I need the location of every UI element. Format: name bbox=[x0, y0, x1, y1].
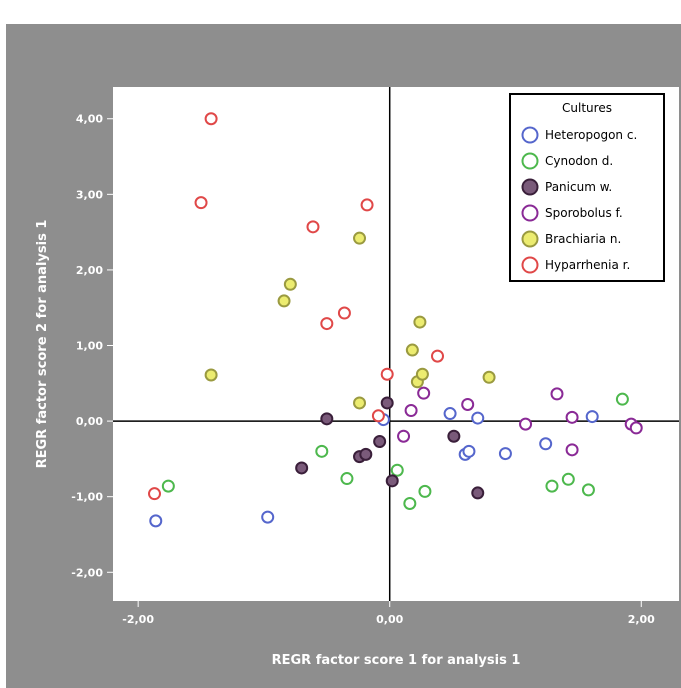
point-cynodon-d bbox=[340, 472, 354, 486]
point-hyparrhenia-r bbox=[380, 367, 394, 381]
point-panicum-w bbox=[373, 435, 387, 449]
point-brachiaria-n bbox=[353, 396, 367, 410]
legend-items: Heteropogon c. Cynodon d. Panicum w. Sporob… bbox=[521, 126, 637, 274]
axis-lines bbox=[113, 87, 679, 601]
point-panicum-w bbox=[320, 412, 334, 426]
point-heteropogon-c bbox=[498, 447, 512, 461]
point-panicum-w bbox=[385, 474, 399, 488]
point-panicum-w bbox=[295, 461, 309, 475]
y-axis-title: REGR factor score 2 for analysis 1 bbox=[35, 220, 50, 469]
y-tick-label: -1,00 bbox=[71, 491, 103, 504]
legend-marker-hyparrhenia-r bbox=[521, 256, 539, 274]
point-cynodon-d bbox=[315, 444, 329, 458]
point-heteropogon-c bbox=[585, 410, 599, 424]
point-heteropogon-c bbox=[261, 510, 275, 524]
legend-title: Cultures bbox=[562, 101, 612, 115]
point-cynodon-d bbox=[561, 472, 575, 486]
point-hyparrhenia-r bbox=[371, 409, 385, 423]
legend-marker-panicum-w bbox=[521, 178, 539, 196]
legend-marker-heteropogon-c bbox=[521, 126, 539, 144]
y-tick-label: 2,00 bbox=[76, 264, 103, 277]
y-tick-label: 1,00 bbox=[76, 340, 103, 353]
point-brachiaria-n bbox=[204, 368, 218, 382]
point-panicum-w bbox=[447, 429, 461, 443]
legend-label-sporobolus-f: Sporobolus f. bbox=[545, 206, 623, 220]
legend-marker-brachiaria-n bbox=[521, 230, 539, 248]
point-sporobolus-f bbox=[629, 421, 643, 435]
y-axis-ticks: 4,00 3,00 2,00 1,00 0,00 -1,00 -2,00 bbox=[71, 113, 113, 579]
point-sporobolus-f bbox=[404, 404, 418, 418]
point-hyparrhenia-r bbox=[431, 349, 445, 363]
point-cynodon-d bbox=[390, 463, 404, 477]
x-tick-label: -2,00 bbox=[122, 613, 154, 626]
x-axis-ticks: -2,00 0,00 2,00 bbox=[122, 601, 655, 626]
point-sporobolus-f bbox=[550, 387, 564, 401]
point-brachiaria-n bbox=[283, 277, 297, 291]
point-panicum-w bbox=[380, 396, 394, 410]
y-tick-label: -2,00 bbox=[71, 566, 103, 579]
y-tick-label: 3,00 bbox=[76, 188, 103, 201]
point-heteropogon-c bbox=[539, 437, 553, 451]
point-brachiaria-n bbox=[277, 294, 291, 308]
point-heteropogon-c bbox=[443, 407, 457, 421]
legend-label-cynodon-d: Cynodon d. bbox=[545, 154, 613, 168]
point-hyparrhenia-r bbox=[194, 196, 208, 210]
point-sporobolus-f bbox=[461, 397, 475, 411]
point-brachiaria-n bbox=[353, 231, 367, 245]
point-cynodon-d bbox=[418, 484, 432, 498]
point-sporobolus-f bbox=[397, 429, 411, 443]
point-sporobolus-f bbox=[565, 410, 579, 424]
point-sporobolus-f bbox=[565, 443, 579, 457]
x-axis-title: REGR factor score 1 for analysis 1 bbox=[272, 653, 521, 668]
point-cynodon-d bbox=[403, 496, 417, 510]
legend-label-brachiaria-n: Brachiaria n. bbox=[545, 232, 621, 246]
legend-marker-cynodon-d bbox=[521, 152, 539, 170]
point-panicum-w bbox=[471, 486, 485, 500]
point-hyparrhenia-r bbox=[306, 220, 320, 234]
point-hyparrhenia-r bbox=[320, 317, 334, 331]
legend-label-hyparrhenia-r: Hyparrhenia r. bbox=[545, 258, 630, 272]
legend-marker-sporobolus-f bbox=[521, 204, 539, 222]
point-hyparrhenia-r bbox=[204, 112, 218, 126]
point-cynodon-d bbox=[581, 483, 595, 497]
point-panicum-w bbox=[359, 447, 373, 461]
point-cynodon-d bbox=[161, 479, 175, 493]
point-brachiaria-n bbox=[405, 343, 419, 357]
point-brachiaria-n bbox=[482, 370, 496, 384]
point-sporobolus-f bbox=[519, 417, 533, 431]
point-hyparrhenia-r bbox=[148, 487, 162, 501]
y-tick-label: 0,00 bbox=[76, 415, 103, 428]
point-hyparrhenia-r bbox=[337, 306, 351, 320]
y-tick-label: 4,00 bbox=[76, 113, 103, 126]
legend: Cultures Heteropogon c. Cynodon d. Panicum… bbox=[509, 93, 665, 282]
point-cynodon-d bbox=[615, 392, 629, 406]
point-heteropogon-c bbox=[471, 411, 485, 425]
data-points bbox=[148, 112, 643, 528]
point-cynodon-d bbox=[545, 479, 559, 493]
chart-frame: 4,00 3,00 2,00 1,00 0,00 -1,00 -2,00 -2,00 0,00… bbox=[6, 24, 681, 688]
x-tick-label: 2,00 bbox=[628, 613, 655, 626]
point-heteropogon-c bbox=[462, 444, 476, 458]
point-brachiaria-n bbox=[415, 367, 429, 381]
point-hyparrhenia-r bbox=[360, 198, 374, 212]
point-heteropogon-c bbox=[149, 514, 163, 528]
legend-label-heteropogon-c: Heteropogon c. bbox=[545, 128, 637, 142]
point-sporobolus-f bbox=[417, 386, 431, 400]
legend-label-panicum-w: Panicum w. bbox=[545, 180, 612, 194]
point-brachiaria-n bbox=[413, 315, 427, 329]
x-tick-label: 0,00 bbox=[376, 613, 403, 626]
scatter-plot: 4,00 3,00 2,00 1,00 0,00 -1,00 -2,00 -2,00 0,00… bbox=[35, 87, 679, 668]
